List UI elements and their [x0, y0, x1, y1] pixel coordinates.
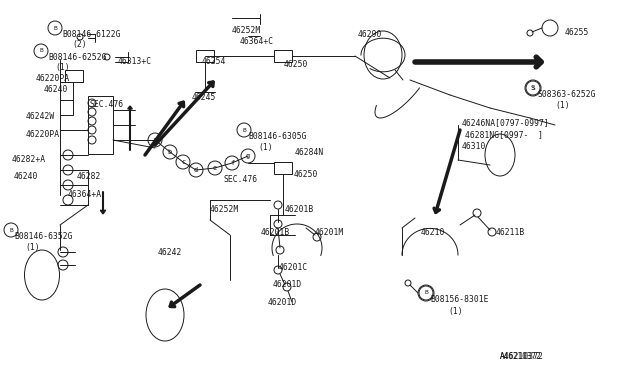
Text: B08146-6122G: B08146-6122G: [62, 30, 120, 39]
Text: S: S: [531, 85, 535, 91]
Text: d: d: [194, 167, 198, 173]
Text: 46364+C: 46364+C: [240, 37, 274, 46]
Text: 46201B: 46201B: [285, 205, 314, 214]
Bar: [196, 50, 214, 62]
Bar: [274, 50, 292, 62]
Text: 46220PA: 46220PA: [36, 74, 70, 83]
Text: B08156-8301E: B08156-8301E: [430, 295, 488, 304]
Text: b: b: [168, 149, 172, 155]
Text: B: B: [53, 26, 57, 31]
Text: 46201M: 46201M: [315, 228, 344, 237]
Bar: [274, 162, 292, 174]
Text: c: c: [181, 159, 185, 165]
Text: B08146-6305G: B08146-6305G: [248, 132, 307, 141]
Text: B08146-6352G: B08146-6352G: [14, 232, 72, 241]
Text: 46201C: 46201C: [279, 263, 308, 272]
Text: 46240: 46240: [14, 172, 38, 181]
Text: 46211B: 46211B: [496, 228, 525, 237]
Text: S: S: [531, 86, 535, 90]
Text: e: e: [213, 165, 217, 171]
Text: 46254: 46254: [202, 57, 227, 66]
Text: S08363-6252G: S08363-6252G: [538, 90, 596, 99]
Text: 46201D: 46201D: [268, 298, 297, 307]
Bar: [65, 70, 83, 82]
Text: f: f: [230, 160, 234, 166]
Text: 46310: 46310: [462, 142, 486, 151]
Text: 46246NA[0797-0997]: 46246NA[0797-0997]: [462, 118, 550, 127]
Text: g: g: [246, 153, 250, 159]
Text: 46201B: 46201B: [261, 228, 291, 237]
Text: A46210372: A46210372: [500, 352, 541, 361]
Text: (1): (1): [555, 101, 570, 110]
Text: 46290: 46290: [358, 30, 382, 39]
Text: 46252M: 46252M: [232, 26, 261, 35]
Text: 46220PA: 46220PA: [26, 130, 60, 139]
Text: 46250: 46250: [284, 60, 308, 69]
Text: 46282: 46282: [77, 172, 101, 181]
Text: 46201D: 46201D: [273, 280, 302, 289]
Text: 46282+A: 46282+A: [12, 155, 46, 164]
Text: (1): (1): [448, 307, 463, 316]
Text: 46210: 46210: [421, 228, 445, 237]
Text: SEC.476: SEC.476: [224, 175, 258, 184]
Text: (1): (1): [258, 143, 273, 152]
Text: 46255: 46255: [565, 28, 589, 37]
Text: 46284N: 46284N: [295, 148, 324, 157]
Text: a: a: [153, 137, 157, 143]
Text: B08146-6252G: B08146-6252G: [48, 53, 106, 62]
Text: (2): (2): [72, 40, 86, 49]
Text: SEC.476: SEC.476: [90, 100, 124, 109]
Text: 46313+C: 46313+C: [118, 57, 152, 66]
Text: 46364+A: 46364+A: [68, 190, 102, 199]
Text: 46242W: 46242W: [26, 112, 55, 121]
Text: 46250: 46250: [294, 170, 318, 179]
Text: A46210372: A46210372: [500, 352, 544, 361]
Text: 46281NG[0997-  ]: 46281NG[0997- ]: [465, 130, 543, 139]
Text: B: B: [9, 228, 13, 232]
Text: 46252M: 46252M: [210, 205, 239, 214]
Text: (1): (1): [25, 243, 40, 252]
Text: B: B: [424, 291, 428, 295]
Text: 46245: 46245: [192, 93, 216, 102]
Text: 46242: 46242: [158, 248, 182, 257]
Text: B: B: [242, 128, 246, 132]
Bar: [88, 96, 113, 154]
Text: (1): (1): [55, 63, 70, 72]
Text: B: B: [39, 48, 43, 54]
Text: 46240: 46240: [44, 85, 68, 94]
